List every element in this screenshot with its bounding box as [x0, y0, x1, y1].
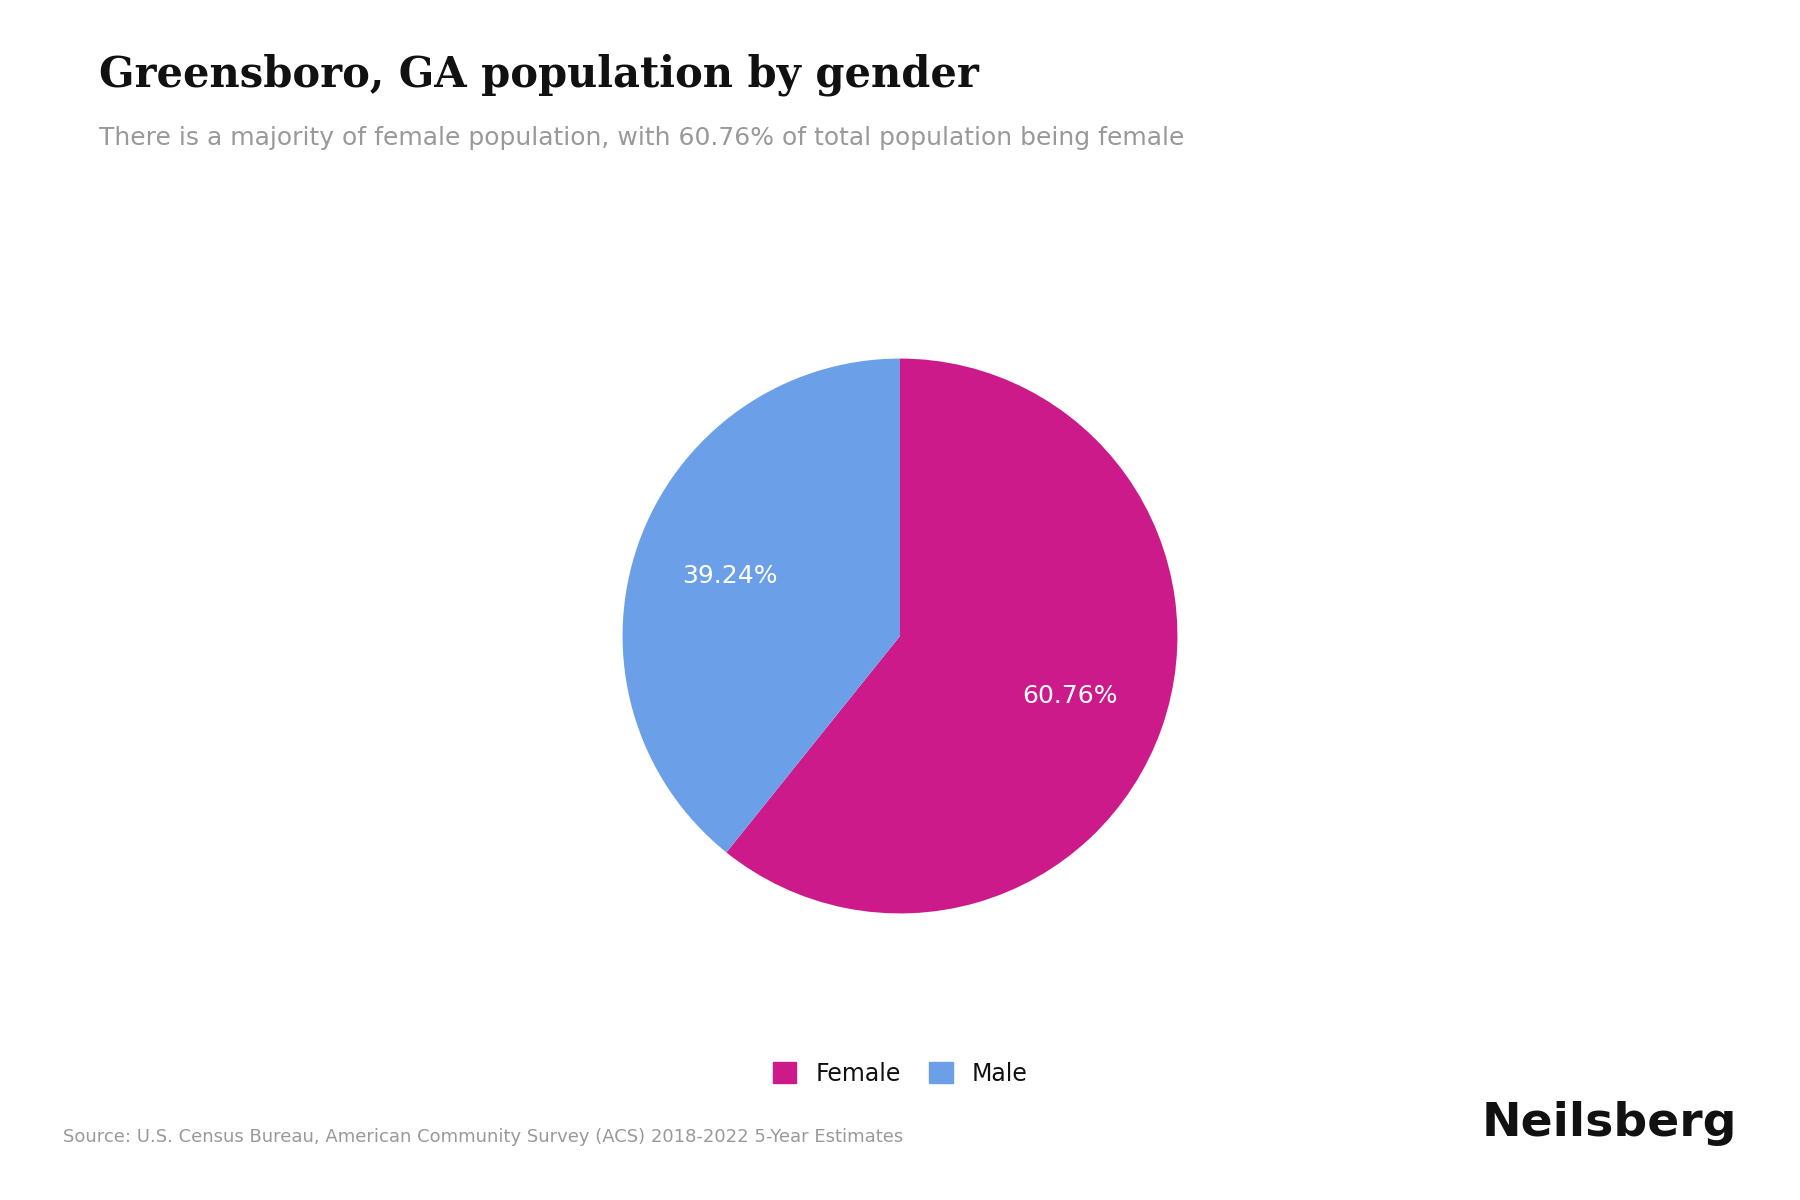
- Text: Neilsberg: Neilsberg: [1481, 1102, 1737, 1146]
- Text: Greensboro, GA population by gender: Greensboro, GA population by gender: [99, 54, 979, 96]
- Text: Source: U.S. Census Bureau, American Community Survey (ACS) 2018-2022 5-Year Est: Source: U.S. Census Bureau, American Com…: [63, 1128, 904, 1146]
- Wedge shape: [623, 359, 900, 852]
- Text: There is a majority of female population, with 60.76% of total population being : There is a majority of female population…: [99, 126, 1184, 150]
- Wedge shape: [727, 359, 1177, 913]
- Text: 39.24%: 39.24%: [682, 564, 778, 588]
- Legend: Female, Male: Female, Male: [761, 1050, 1039, 1098]
- Text: 60.76%: 60.76%: [1022, 684, 1118, 708]
